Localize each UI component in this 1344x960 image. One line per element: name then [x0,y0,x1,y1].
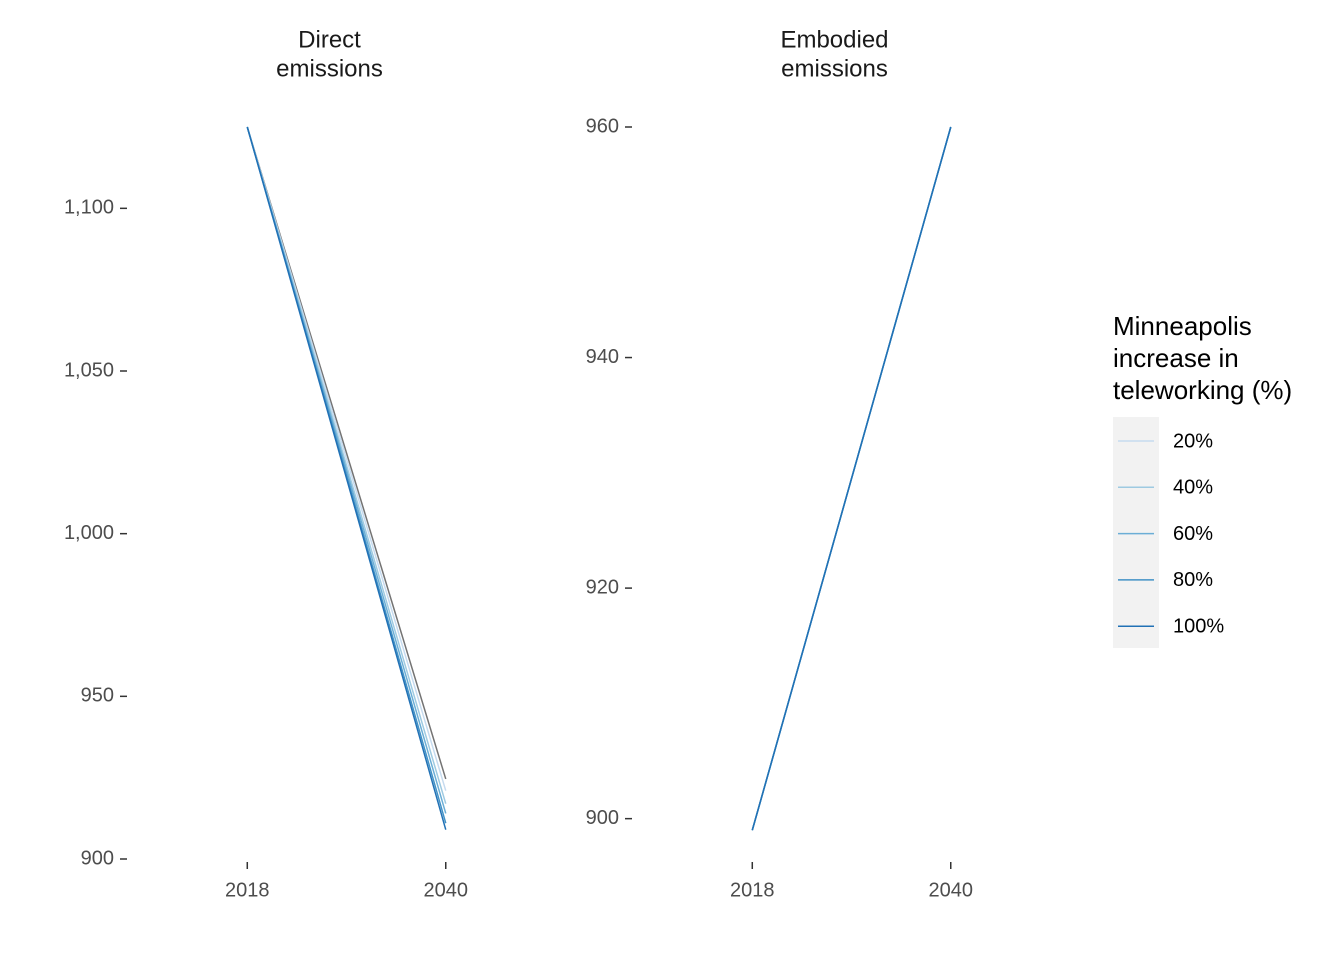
y-tick-label: 1,000 [64,522,114,544]
legend-label: 100% [1173,615,1224,637]
y-tick-label: 950 [81,685,114,707]
x-tick-label: 2018 [225,879,270,901]
legend-label: 20% [1173,430,1213,452]
legend-title: Minneapolis [1113,311,1252,341]
x-tick-label: 2040 [929,879,974,901]
legend-label: 40% [1173,477,1213,499]
series-line [751,126,952,831]
facet-title: Embodied [780,26,888,53]
y-tick-label: 1,100 [64,197,114,219]
legend-label: 60% [1173,523,1213,545]
y-tick-label: 960 [586,115,619,137]
series-line [246,126,447,830]
facet-title: Direct [298,26,361,53]
x-tick-label: 2040 [424,879,469,901]
legend-title: increase in [1113,343,1239,373]
y-tick-label: 940 [586,346,619,368]
x-tick-label: 2018 [730,879,775,901]
legend-title: teleworking (%) [1113,375,1292,405]
facet-title: emissions [781,55,888,82]
y-tick-label: 920 [586,576,619,598]
y-tick-label: 900 [586,807,619,829]
y-tick-label: 900 [81,847,114,869]
y-tick-label: 1,050 [64,359,114,381]
facet-title: emissions [276,55,383,82]
legend-key-background [1113,417,1159,648]
legend-label: 80% [1173,569,1213,591]
